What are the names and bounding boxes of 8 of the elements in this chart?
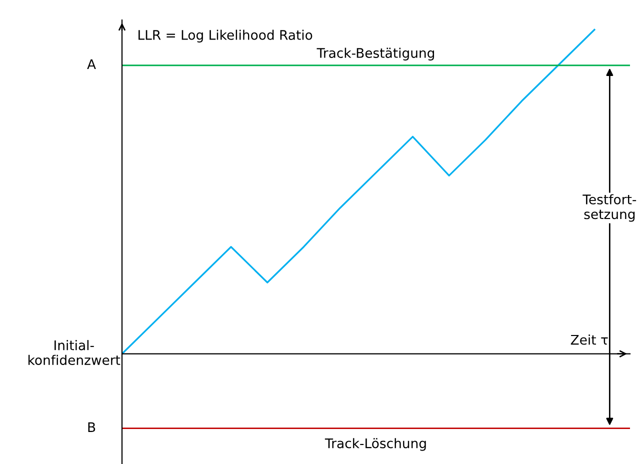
text: Initial- konfidenzwert — [28, 340, 120, 366]
annotation: Testfort- setzung — [582, 194, 636, 222]
text: B — [88, 422, 96, 432]
y-axis-title: LLR = Log Likelihood Ratio — [138, 30, 312, 42]
x-axis-title: Zeit τ — [570, 334, 608, 345]
text: A — [87, 59, 96, 70]
ref-line-label: Track-Löschung — [324, 438, 426, 451]
ref-line-label: Track-Bestätigung — [316, 48, 434, 61]
